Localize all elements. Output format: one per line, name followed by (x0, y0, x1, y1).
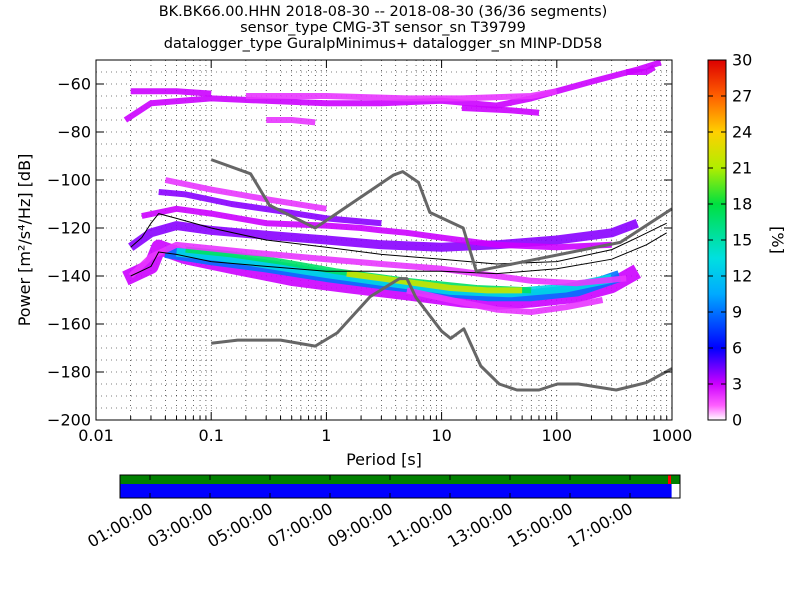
timeline-tick-label: 15:00:00 (504, 499, 576, 551)
plot-frame (95, 59, 673, 421)
density-band (346, 270, 523, 294)
timeline-tick-label: 07:00:00 (264, 499, 336, 551)
colorbar-ticks: 0 3 6 9 12 15 18 21 24 27 30 (708, 51, 752, 430)
colorbar-label: [%] (768, 226, 787, 254)
density-band (245, 88, 558, 102)
x-tick-label: 0.01 (78, 426, 114, 445)
y-tick-label: −120 (47, 219, 91, 238)
grid (96, 60, 672, 420)
colorbar-tick-label: 18 (732, 195, 752, 214)
timeline-tick-label: 03:00:00 (144, 499, 216, 551)
x-axis-ticks: 0.01 0.1 1 10 100 1000 (78, 60, 692, 445)
timeline-data-bar (120, 484, 672, 498)
y-axis-ticks: −60 −80 −100 −120 −140 −160 −180 −200 (47, 75, 672, 430)
density-band (164, 177, 327, 212)
x-tick-label: 1 (321, 426, 331, 445)
density-band (626, 64, 656, 75)
density-band (266, 117, 316, 126)
y-tick-label: −180 (47, 363, 91, 382)
colorbar-tick-label: 27 (732, 87, 752, 106)
y-tick-label: −160 (47, 315, 91, 334)
density-bands (122, 59, 662, 315)
y-tick-label: −60 (57, 75, 91, 94)
title-line-1: BK.BK66.00.HHN 2018-08-30 -- 2018-08-30 … (159, 4, 608, 20)
colorbar-tick-label: 15 (732, 231, 752, 250)
timeline-frame (119, 474, 681, 499)
x-tick-label: 10 (431, 426, 451, 445)
y-tick-label: −140 (47, 267, 91, 286)
density-band (130, 88, 212, 97)
x-tick-label: 0.1 (198, 426, 223, 445)
y-tick-label: −100 (47, 171, 91, 190)
colorbar-tick-label: 12 (732, 267, 752, 286)
density-band (141, 205, 612, 251)
colorbar-tick-label: 24 (732, 123, 752, 142)
low-noise-model-line (211, 277, 673, 392)
timeline-tick-label: 17:00:00 (564, 499, 636, 551)
high-noise-model-line (210, 158, 673, 273)
density-band (128, 241, 627, 287)
x-tick-label: 100 (542, 426, 573, 445)
x-tick-label: 1000 (652, 426, 693, 445)
y-tick-label: −80 (57, 123, 91, 142)
colorbar-tick-label: 0 (732, 411, 742, 430)
timeline-tick-label: 01:00:00 (84, 499, 156, 551)
colorbar-tick-label: 21 (732, 159, 752, 178)
density-band (158, 189, 382, 227)
timeline-tick-label: 13:00:00 (444, 499, 516, 551)
density-band (406, 287, 604, 315)
mean-curve-lower (130, 232, 667, 277)
colorbar-tick-label: 6 (732, 339, 742, 358)
mean-curves (130, 213, 667, 277)
timeline-gap-marker (668, 475, 671, 484)
data-availability-timeline: 01:00:0003:00:0005:00:0007:00:0009:00:00… (84, 474, 681, 551)
plot-area: 0.01 0.1 1 10 100 1000 −60 −80 −100 −120 −140 −160… (47, 59, 692, 445)
timeline-tick-label: 09:00:00 (324, 499, 396, 551)
timeline-tick-label: 11:00:00 (384, 499, 456, 551)
timeline-coverage-bar (120, 475, 680, 484)
title-line-3: datalogger_type GuralpMinimus+ datalogge… (164, 36, 603, 52)
timeline-tick-label: 05:00:00 (204, 499, 276, 551)
title-line-2: sensor_type CMG-3T sensor_sn T39799 (240, 20, 526, 36)
density-band (128, 218, 639, 252)
y-axis-label: Power [m²/s⁴/Hz] [dB] (15, 154, 34, 327)
x-axis-label: Period [s] (346, 450, 422, 469)
y-tick-label: −200 (47, 411, 91, 430)
density-band (461, 105, 540, 116)
mean-curve-upper (130, 213, 667, 265)
colorbar-tick-label: 9 (732, 303, 742, 322)
colorbar-tick-label: 3 (732, 375, 742, 394)
noise-models (210, 158, 673, 392)
colorbar-tick-label: 30 (732, 51, 752, 70)
